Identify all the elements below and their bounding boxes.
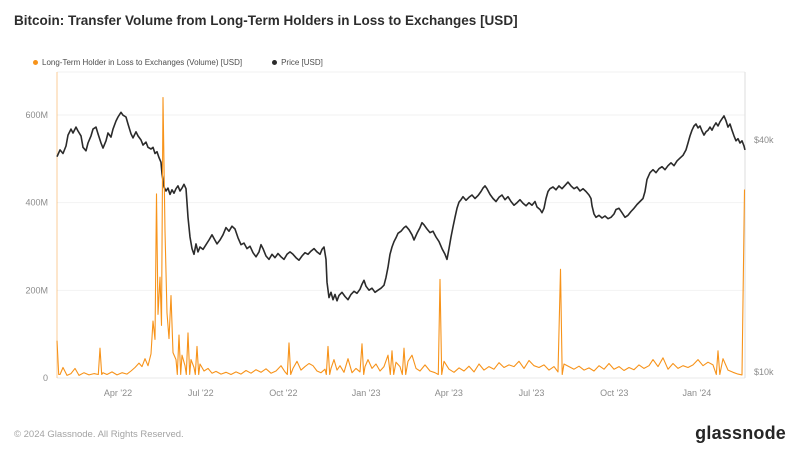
x-axis-label: Oct '22 — [269, 388, 297, 398]
legend-label-price: Price [USD] — [281, 58, 323, 67]
legend-item-volume[interactable]: Long-Term Holder in Loss to Exchanges (V… — [33, 58, 242, 67]
glassnode-logo: glassnode — [695, 423, 786, 443]
page-title: Bitcoin: Transfer Volume from Long-Term … — [14, 13, 518, 28]
price-series-line — [56, 111, 746, 302]
legend-label-volume: Long-Term Holder in Loss to Exchanges (V… — [42, 58, 243, 67]
x-axis-label: Jul '22 — [188, 388, 214, 398]
x-axis-label: Jan '23 — [352, 388, 381, 398]
y-axis-left-label: 0 — [43, 373, 48, 383]
x-axis-label: Apr '23 — [435, 388, 463, 398]
legend-dot-price-icon — [272, 60, 278, 65]
volume-series-line — [56, 96, 746, 376]
x-axis-label: Jan '24 — [683, 388, 712, 398]
copyright-text: © 2024 Glassnode. All Rights Reserved. — [14, 429, 184, 440]
y-axis-left-label: 200M — [25, 285, 48, 295]
x-axis-label: Apr '22 — [104, 388, 132, 398]
y-axis-right-label: $10k — [754, 367, 774, 377]
legend-item-price[interactable]: Price [USD] — [272, 58, 323, 67]
x-axis-label: Oct '23 — [600, 388, 628, 398]
x-axis-label: Jul '23 — [519, 388, 545, 398]
legend-dot-volume-icon — [33, 60, 38, 65]
chart-legend: Long-Term Holder in Loss to Exchanges (V… — [33, 58, 353, 67]
y-axis-left-label: 400M — [25, 198, 48, 208]
chart-footer: © 2024 Glassnode. All Rights Reserved. g… — [0, 423, 800, 444]
y-axis-left-label: 600M — [25, 110, 48, 120]
y-axis-right-label: $40k — [754, 135, 774, 145]
